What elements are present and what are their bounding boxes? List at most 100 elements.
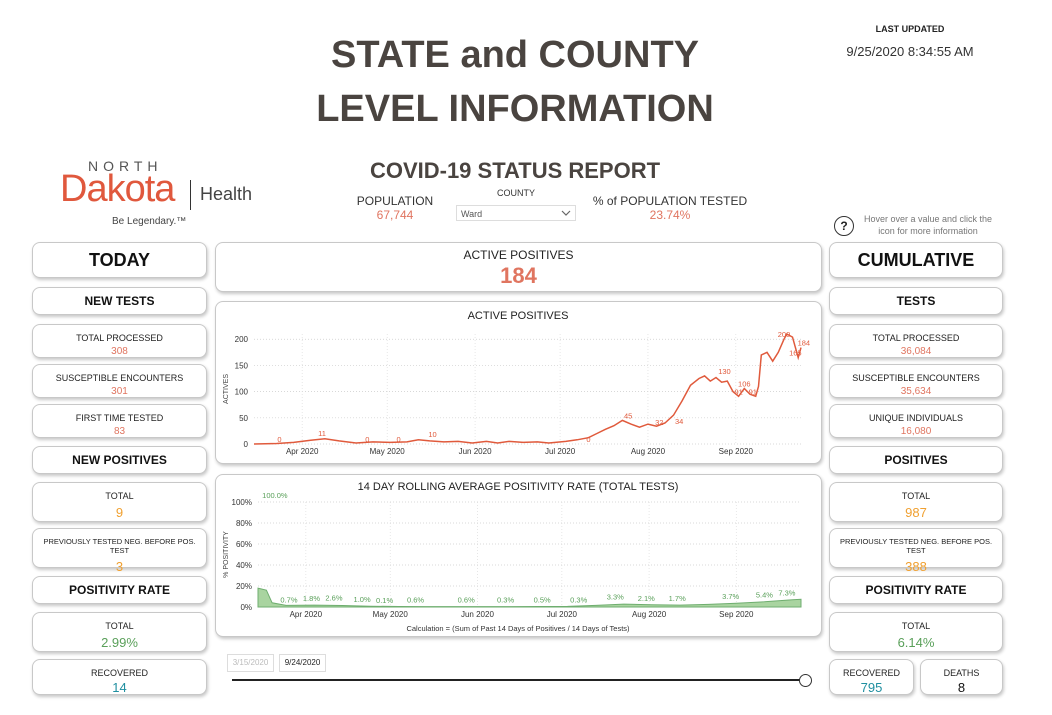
today-recovered-value: 14 [112,680,127,695]
today-prev-neg-value: 3 [115,559,124,574]
slider-end-date[interactable]: 9/24/2020 [279,654,326,672]
cumulative-deaths-label: DEATHS [943,668,980,678]
x-tick-label: Jun 2020 [461,610,494,619]
cumulative-positives-total-card[interactable]: TOTAL 987 [829,482,1003,522]
active-positives-card[interactable]: ACTIVE POSITIVES 184 [215,242,822,292]
cumulative-total-processed-label: TOTAL PROCESSED [872,333,960,343]
date-slider-track[interactable] [232,679,805,681]
today-prev-neg-label: PREVIOUSLY TESTED NEG. BEFORE POS. TEST [43,537,196,555]
data-label: 0 [277,435,281,444]
cumulative-positives-header: POSITIVES [829,446,1003,474]
population-value: 67,744 [376,208,414,222]
last-updated-value: 9/25/2020 8:34:55 AM [846,44,974,59]
data-label: 184 [798,339,811,348]
x-tick-label: Jun 2020 [459,447,492,456]
today-susceptible-label: SUSCEPTIBLE ENCOUNTERS [55,373,184,383]
active-positives-value: 184 [500,263,537,288]
today-total-processed-value: 308 [111,346,128,357]
data-label: 1.8% [303,594,320,603]
data-label: 10 [428,430,436,439]
data-label: 0.5% [534,595,551,604]
population-stat: POPULATION 67,744 [345,194,445,222]
y-tick-label: 0 [244,440,249,449]
logo-tagline: Be Legendary.™ [112,216,187,227]
nd-health-logo: NORTH Dakota Health Be Legendary.™ [60,158,280,233]
data-label: 2.6% [325,593,342,602]
x-tick-label: Apr 2020 [290,610,323,619]
pct-tested-stat: % of POPULATION TESTED 23.74% [590,194,750,222]
logo-north: NORTH [88,158,163,174]
today-total-processed-card[interactable]: TOTAL PROCESSED 308 [32,324,207,358]
x-tick-label: Apr 2020 [286,447,319,456]
x-tick-label: Sep 2020 [719,447,754,456]
y-tick-label: 100% [232,498,252,507]
county-dropdown[interactable]: Ward [456,205,576,221]
positivity-chart[interactable]: 14 DAY ROLLING AVERAGE POSITIVITY RATE (… [216,475,821,636]
today-recovered-label: RECOVERED [90,668,148,678]
y-tick-label: 200 [235,335,249,344]
today-positives-total-label: TOTAL [105,491,134,501]
today-total-processed-label: TOTAL PROCESSED [76,333,163,343]
data-label: 34 [675,417,683,426]
y-tick-label: 60% [236,540,252,549]
cumulative-recovered-label: RECOVERED [842,668,900,678]
logo-health: Health [200,184,253,204]
cumulative-prev-neg-value: 388 [905,559,927,574]
y-axis-label: ACTIVES [223,374,230,404]
today-positivity-header: POSITIVITY RATE [32,576,207,604]
today-positivity-total-card[interactable]: TOTAL 2.99% [32,612,207,652]
positivity-chart-card: 14 DAY ROLLING AVERAGE POSITIVITY RATE (… [215,474,822,637]
today-new-positives-header: NEW POSITIVES [32,446,207,474]
last-updated-label: LAST UPDATED [875,24,945,34]
today-positivity-total-value: 2.99% [101,635,138,650]
data-label: 0.3% [497,596,514,605]
chart-title: ACTIVE POSITIVES [468,310,569,322]
today-first-time-label: FIRST TIME TESTED [75,413,164,423]
today-susceptible-value: 301 [111,386,128,397]
page-title: STATE and COUNTY LEVEL INFORMATION [180,28,850,136]
y-tick-label: 80% [236,519,252,528]
date-slider-handle[interactable] [799,674,812,687]
data-label: 5.4% [756,590,773,599]
slider-start-date[interactable]: 3/15/2020 [227,654,274,672]
today-susceptible-card[interactable]: SUSCEPTIBLE ENCOUNTERS 301 [32,364,207,398]
cumulative-positivity-total-card[interactable]: TOTAL 6.14% [829,612,1003,652]
help-text: Hover over a value and click the icon fo… [863,214,993,236]
today-recovered-card[interactable]: RECOVERED 14 [32,659,207,695]
cumulative-positivity-total-value: 6.14% [897,635,935,650]
page-title-line2: LEVEL INFORMATION [316,88,714,130]
logo-divider [190,180,191,210]
cumulative-positivity-total-label: TOTAL [901,621,931,631]
pct-tested-label: % of POPULATION TESTED [592,194,748,208]
data-label: 0.6% [407,595,424,604]
cumulative-recovered-card[interactable]: RECOVERED 795 [829,659,914,695]
data-label: 2.1% [638,594,655,603]
today-new-tests-header: NEW TESTS [32,287,207,315]
data-label: 130 [718,367,731,376]
logo-dakota: Dakota [60,168,175,210]
cumulative-total-processed-value: 36,084 [900,346,932,357]
cumulative-prev-neg-card[interactable]: PREVIOUSLY TESTED NEG. BEFORE POS. TEST … [829,528,1003,574]
data-label: 0.7% [280,595,297,604]
cumulative-deaths-card[interactable]: DEATHS 8 [920,659,1003,695]
data-label: 165 [789,349,802,358]
cumulative-unique-card[interactable]: UNIQUE INDIVIDUALS 16,080 [829,404,1003,438]
y-tick-label: 20% [236,582,252,591]
today-prev-neg-card[interactable]: PREVIOUSLY TESTED NEG. BEFORE POS. TEST … [32,528,207,574]
data-label: 0 [365,435,369,444]
help-icon[interactable]: ? [834,216,854,236]
y-tick-label: 50 [239,414,248,423]
x-tick-label: Jul 2020 [545,447,576,456]
data-label: 0.1% [376,596,393,605]
today-positives-total-card[interactable]: TOTAL 9 [32,482,207,522]
cumulative-susceptible-card[interactable]: SUSCEPTIBLE ENCOUNTERS 35,634 [829,364,1003,398]
county-selected: Ward [461,209,483,219]
today-first-time-card[interactable]: FIRST TIME TESTED 83 [32,404,207,438]
x-tick-label: May 2020 [373,610,409,619]
page-title-line1: STATE and COUNTY [330,34,700,76]
data-label: 91 [734,387,742,396]
positivity-area [257,587,802,608]
cumulative-total-processed-card[interactable]: TOTAL PROCESSED 36,084 [829,324,1003,358]
today-positivity-total-label: TOTAL [105,621,134,631]
